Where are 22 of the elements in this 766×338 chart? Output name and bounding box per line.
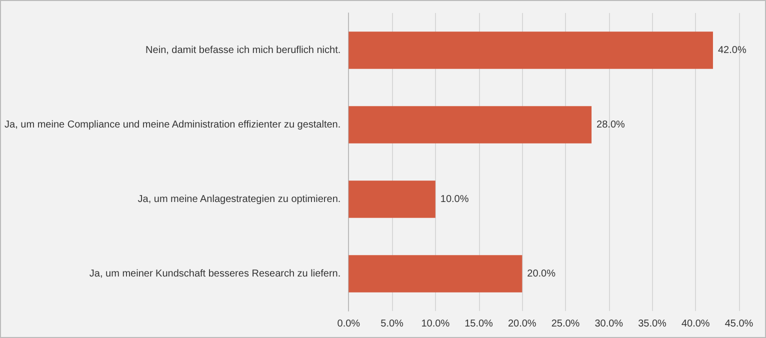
x-tick-label: 35.0% <box>638 318 667 330</box>
x-tick-label: 30.0% <box>594 318 624 330</box>
data-label: 42.0% <box>718 44 746 56</box>
bar <box>348 180 436 218</box>
x-tick-label: 40.0% <box>681 318 710 330</box>
x-tick-label: 45.0% <box>724 318 754 330</box>
x-tick-label: 15.0% <box>464 318 494 330</box>
bar <box>348 255 522 292</box>
data-label: 28.0% <box>596 119 625 130</box>
y-tick-label: Nein, damit befasse ich mich beruflich nicht. <box>146 44 341 56</box>
data-label: 10.0% <box>440 194 469 205</box>
x-tick-label: 0.0% <box>337 318 360 330</box>
bar <box>348 32 713 69</box>
x-tick-label: 25.0% <box>551 318 580 330</box>
y-tick-label: Ja, um meine Compliance und meine Administration effizienter zu gestalten. <box>4 119 341 130</box>
x-tick-label: 10.0% <box>421 318 450 330</box>
y-tick-label: Ja, um meiner Kundschaft besseres Research zu liefern. <box>89 268 341 280</box>
y-tick-label: Ja, um meine Anlagestrategien zu optimieren. <box>138 194 341 205</box>
x-tick-label: 20.0% <box>508 318 536 330</box>
bar <box>348 106 592 144</box>
x-tick-label: 5.0% <box>380 318 404 330</box>
data-label: 20.0% <box>527 268 556 280</box>
